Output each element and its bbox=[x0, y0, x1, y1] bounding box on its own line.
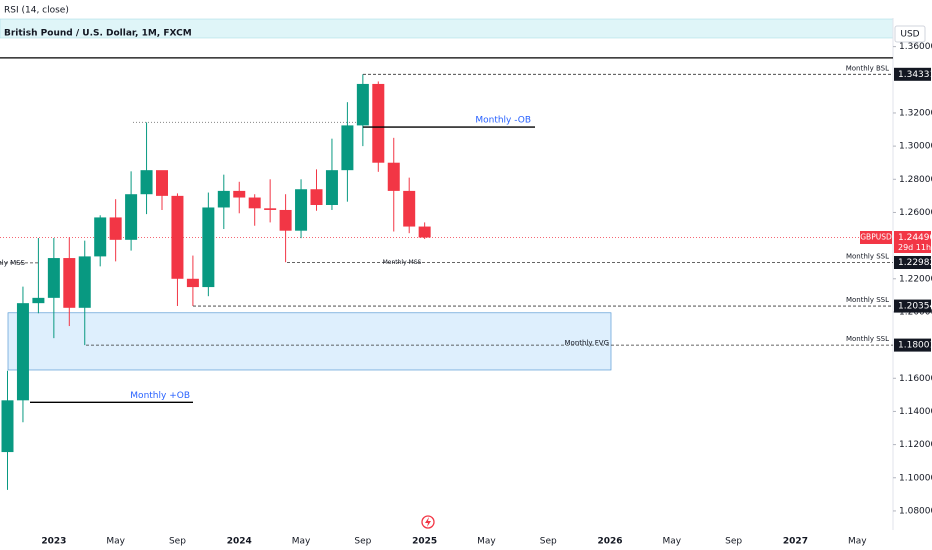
last-price-tag bbox=[894, 230, 931, 253]
y-tick-label: 1.26000 bbox=[899, 208, 932, 218]
price-tag-label: 1.20354 bbox=[898, 302, 932, 312]
price-tag bbox=[894, 338, 931, 352]
mss-label: Monthly MSS bbox=[383, 259, 422, 266]
candle-body bbox=[248, 197, 261, 209]
price-tag-label: 1.34331 bbox=[898, 70, 932, 80]
candle-body bbox=[387, 162, 400, 191]
x-tick-label: Sep bbox=[540, 537, 557, 547]
logo-bolt bbox=[425, 517, 431, 527]
candle-body bbox=[217, 190, 230, 208]
candle-body bbox=[16, 303, 29, 401]
x-tick-label: 2024 bbox=[227, 537, 252, 547]
price-tag-label: 1.18001 bbox=[898, 341, 932, 351]
x-tick-label: Sep bbox=[354, 537, 371, 547]
y-tick-label: 1.12000 bbox=[899, 440, 932, 450]
candle-body bbox=[341, 125, 354, 171]
fvg-zone bbox=[7, 312, 612, 371]
level-label: Monthly SSL bbox=[846, 252, 889, 260]
candle-body bbox=[32, 297, 45, 304]
candle-body bbox=[418, 226, 431, 238]
candle-body bbox=[63, 258, 76, 308]
countdown: 29d 11h bbox=[898, 243, 931, 252]
y-tick-label: 1.16000 bbox=[899, 374, 932, 384]
price-tag bbox=[894, 255, 931, 269]
y-tick-label: 1.30000 bbox=[899, 142, 932, 152]
y-tick-label: 1.36000 bbox=[899, 42, 932, 52]
candle-body bbox=[140, 170, 153, 195]
logo bbox=[421, 515, 435, 529]
candle-body bbox=[372, 83, 385, 163]
candle-body bbox=[94, 217, 107, 257]
candle-body bbox=[47, 258, 60, 298]
y-tick-label: 1.08000 bbox=[899, 506, 932, 516]
fvg-label: Monthly FVG bbox=[565, 339, 610, 347]
candle-body bbox=[186, 278, 199, 288]
candle-body bbox=[279, 209, 292, 231]
candle-body bbox=[125, 194, 138, 240]
price-tag-label: 1.22982 bbox=[898, 258, 932, 268]
price-tag bbox=[894, 299, 931, 313]
candle-body bbox=[1, 400, 14, 453]
last-price-label: 1.24490 bbox=[898, 233, 932, 243]
mss-label: Monthly MSS bbox=[0, 259, 26, 267]
candle-body bbox=[233, 190, 246, 198]
y-tick-label: 1.22000 bbox=[899, 274, 932, 284]
symbol-title[interactable]: British Pound / U.S. Dollar, 1M, FXCM bbox=[4, 29, 192, 39]
x-tick-label: May bbox=[292, 537, 311, 547]
level-label: Monthly SSL bbox=[846, 296, 889, 304]
y-tick-label: 1.10000 bbox=[899, 473, 932, 483]
x-tick-label: 2027 bbox=[783, 537, 808, 547]
candle-body bbox=[78, 256, 91, 308]
symbol-tag bbox=[860, 230, 892, 244]
candle-body bbox=[109, 217, 122, 240]
order-block-label: Monthly -OB bbox=[475, 116, 531, 126]
x-tick-label: May bbox=[848, 537, 867, 547]
candle-body bbox=[264, 208, 277, 210]
y-tick-label: 1.14000 bbox=[899, 407, 932, 417]
x-tick-label: May bbox=[663, 537, 682, 547]
symbol-tag-label: GBPUSD bbox=[860, 232, 892, 241]
currency-box[interactable] bbox=[894, 25, 926, 43]
y-tick-label: 1.28000 bbox=[899, 175, 932, 185]
candle-body bbox=[295, 189, 308, 231]
x-tick-label: 2026 bbox=[598, 537, 623, 547]
x-tick-label: 2025 bbox=[412, 537, 437, 547]
currency[interactable]: USD bbox=[900, 30, 919, 40]
indicator-label: RSI (14, close) bbox=[4, 6, 69, 16]
level-label: Monthly SSL bbox=[846, 335, 889, 343]
x-tick-label: Sep bbox=[725, 537, 742, 547]
y-tick-label: 1.32000 bbox=[899, 108, 932, 118]
candle-body bbox=[156, 170, 168, 196]
candle-body bbox=[403, 190, 416, 227]
order-block-label: Monthly +OB bbox=[130, 391, 190, 401]
x-tick-label: May bbox=[477, 537, 496, 547]
price-tag bbox=[894, 67, 931, 81]
candle-body bbox=[202, 207, 215, 288]
candle-body bbox=[310, 189, 323, 205]
x-tick-label: 2023 bbox=[41, 537, 66, 547]
candle-body bbox=[356, 83, 369, 126]
candle-body bbox=[325, 170, 338, 205]
candle-body bbox=[171, 195, 184, 279]
x-tick-label: Sep bbox=[169, 537, 186, 547]
x-tick-label: May bbox=[106, 537, 125, 547]
level-label: Monthly BSL bbox=[846, 64, 889, 72]
